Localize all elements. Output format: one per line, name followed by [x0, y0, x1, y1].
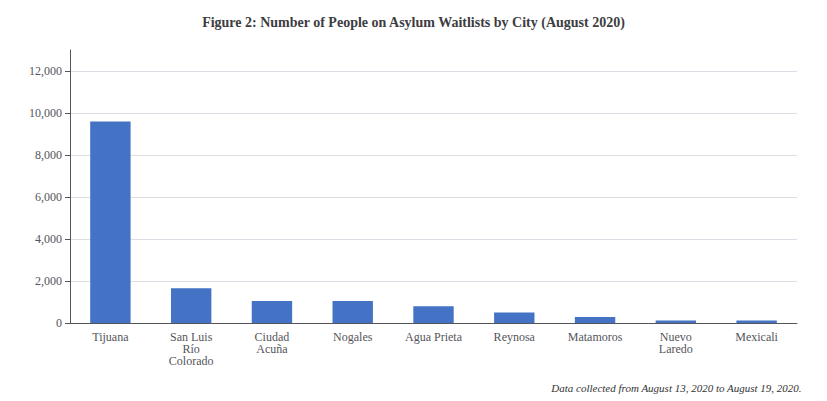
- svg-text:Río: Río: [182, 342, 200, 356]
- svg-text:Tijuana: Tijuana: [92, 330, 129, 344]
- svg-text:Ciudad: Ciudad: [254, 330, 290, 344]
- svg-text:8,000: 8,000: [35, 148, 62, 162]
- svg-text:Matamoros: Matamoros: [568, 330, 623, 344]
- svg-text:Reynosa: Reynosa: [494, 330, 536, 344]
- svg-text:4,000: 4,000: [35, 232, 62, 246]
- svg-text:0: 0: [56, 316, 62, 330]
- svg-text:San Luis: San Luis: [170, 330, 213, 344]
- svg-text:2,000: 2,000: [35, 274, 62, 288]
- svg-text:Nogales: Nogales: [333, 330, 373, 344]
- svg-text:Figure 2: Number of People on: Figure 2: Number of People on Asylum Wai…: [202, 15, 625, 31]
- svg-text:Agua Prieta: Agua Prieta: [405, 330, 463, 344]
- svg-text:12,000: 12,000: [29, 64, 62, 78]
- svg-text:10,000: 10,000: [29, 106, 62, 120]
- svg-text:Laredo: Laredo: [659, 342, 693, 356]
- svg-text:Data collected from August 13,: Data collected from August 13, 2020 to A…: [550, 382, 801, 394]
- svg-text:Acuña: Acuña: [256, 342, 288, 356]
- svg-text:6,000: 6,000: [35, 190, 62, 204]
- svg-text:Nuevo: Nuevo: [659, 330, 692, 344]
- svg-text:Mexicali: Mexicali: [735, 330, 778, 344]
- svg-text:Colorado: Colorado: [169, 354, 214, 368]
